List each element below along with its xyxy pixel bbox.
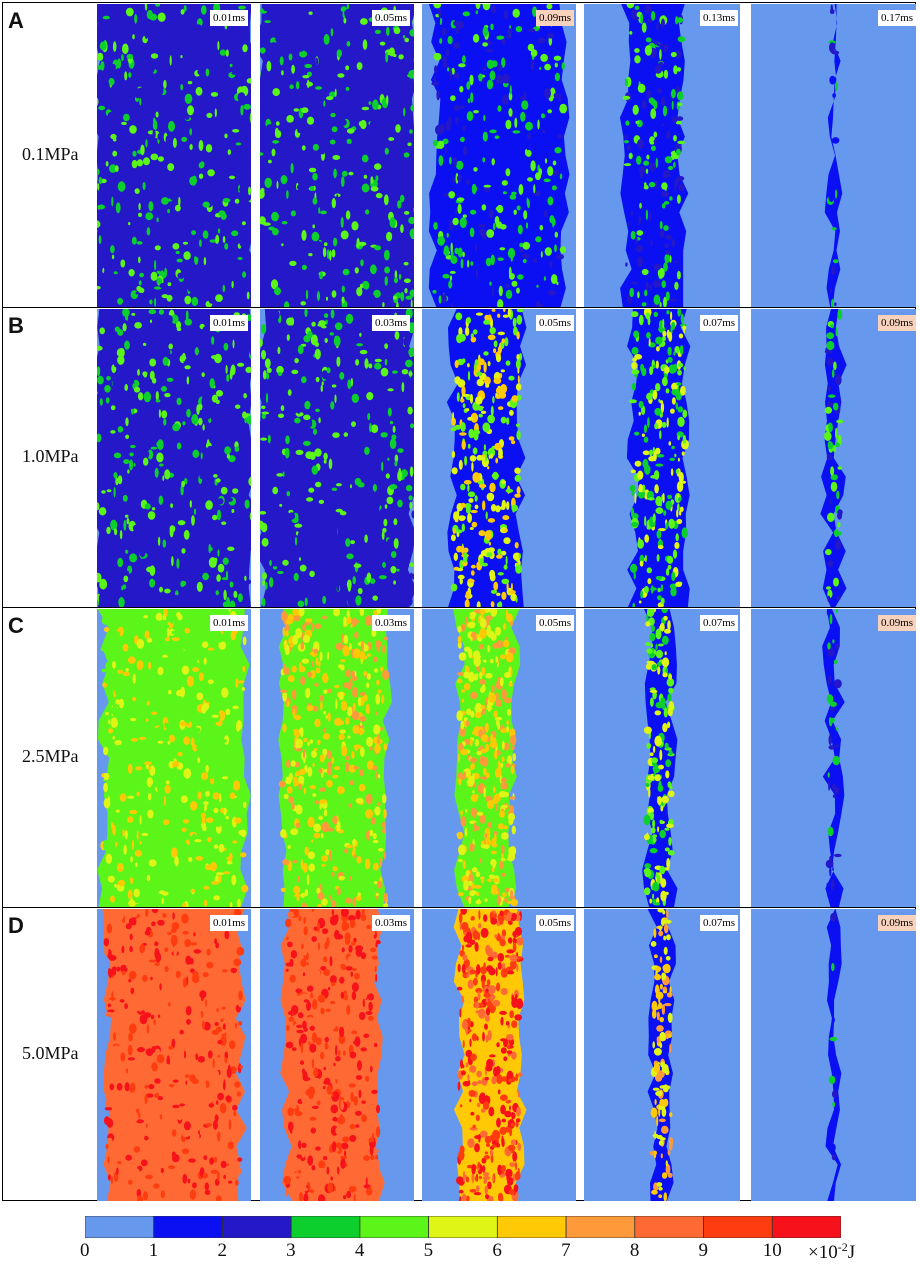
colorbar-tick-label: 4 xyxy=(355,1240,365,1262)
contour-panel xyxy=(422,4,576,307)
time-label: 0.05ms xyxy=(372,10,410,26)
contour-panel xyxy=(260,309,414,607)
contour-field xyxy=(260,4,414,307)
pressure-label: 2.5MPa xyxy=(22,746,79,767)
colorbar-tick-label: 3 xyxy=(286,1240,296,1262)
contour-panel xyxy=(584,4,740,307)
contour-field xyxy=(584,909,740,1201)
colorbar-tick-label: 9 xyxy=(699,1240,709,1262)
colorbar-unit: ×10-2J xyxy=(808,1240,855,1264)
contour-field xyxy=(260,609,414,907)
contour-field xyxy=(97,309,251,607)
contour-panel xyxy=(751,609,916,907)
contour-panel xyxy=(422,609,576,907)
colorbar-cell xyxy=(291,1216,360,1238)
contour-panel xyxy=(97,4,251,307)
contour-panel xyxy=(422,909,576,1201)
colorbar-tick-label: 10 xyxy=(763,1240,782,1262)
time-label: 0.01ms xyxy=(210,315,248,331)
colorbar-cell xyxy=(566,1216,635,1238)
contour-field xyxy=(97,609,251,907)
time-label: 0.13ms xyxy=(700,10,738,26)
row-letter: B xyxy=(8,313,24,339)
contour-field xyxy=(97,4,251,307)
contour-panel xyxy=(584,609,740,907)
contour-field xyxy=(422,309,576,607)
contour-field xyxy=(260,909,414,1201)
contour-panel xyxy=(260,909,414,1201)
contour-field xyxy=(422,4,576,307)
time-label: 0.05ms xyxy=(536,915,574,931)
colorbar-tick-label: 2 xyxy=(217,1240,227,1262)
contour-panel xyxy=(422,309,576,607)
contour-field xyxy=(584,609,740,907)
row-letter: A xyxy=(8,8,24,34)
time-label: 0.05ms xyxy=(536,615,574,631)
time-label: 0.03ms xyxy=(372,315,410,331)
colorbar-cell xyxy=(704,1216,773,1238)
contour-panel xyxy=(584,909,740,1201)
time-label: 0.07ms xyxy=(700,315,738,331)
row-divider xyxy=(2,607,916,608)
colorbar-tick-label: 7 xyxy=(561,1240,571,1262)
row-letter: C xyxy=(8,613,24,639)
colorbar-tick-label: 1 xyxy=(149,1240,159,1262)
contour-field xyxy=(422,909,576,1201)
contour-field xyxy=(751,4,916,307)
colorbar-tick-label: 6 xyxy=(492,1240,502,1262)
colorbar-cell xyxy=(360,1216,429,1238)
contour-field xyxy=(422,609,576,907)
time-label: 0.01ms xyxy=(210,915,248,931)
time-label: 0.05ms xyxy=(536,315,574,331)
colorbar-tick-label: 8 xyxy=(630,1240,640,1262)
colorbar-cell xyxy=(222,1216,291,1238)
contour-panel xyxy=(751,4,916,307)
time-label: 0.09ms xyxy=(536,10,574,26)
contour-field xyxy=(584,4,740,307)
pressure-label: 5.0MPa xyxy=(22,1043,79,1064)
pressure-label: 0.1MPa xyxy=(22,144,79,165)
contour-field xyxy=(97,909,251,1201)
row-divider xyxy=(2,907,916,908)
colorbar-cell xyxy=(497,1216,566,1238)
colorbar-cell xyxy=(772,1216,841,1238)
contour-panel xyxy=(751,309,916,607)
time-label: 0.01ms xyxy=(210,10,248,26)
colorbar-cell xyxy=(635,1216,704,1238)
contour-field xyxy=(751,609,916,907)
contour-field xyxy=(751,909,916,1201)
time-label: 0.07ms xyxy=(700,615,738,631)
time-label: 0.17ms xyxy=(878,10,916,26)
colorbar-cell xyxy=(154,1216,223,1238)
colorbar-tick-label: 0 xyxy=(80,1240,90,1262)
time-label: 0.03ms xyxy=(372,915,410,931)
pressure-label: 1.0MPa xyxy=(22,446,79,467)
time-label: 0.03ms xyxy=(372,615,410,631)
time-label: 0.09ms xyxy=(878,915,916,931)
time-label: 0.01ms xyxy=(210,615,248,631)
time-label: 0.09ms xyxy=(878,315,916,331)
colorbar-cell xyxy=(85,1216,154,1238)
contour-field xyxy=(751,309,916,607)
colorbar-scale xyxy=(85,1216,841,1238)
contour-panel xyxy=(584,309,740,607)
contour-panel xyxy=(97,609,251,907)
contour-panel xyxy=(260,4,414,307)
contour-panel xyxy=(260,609,414,907)
time-label: 0.09ms xyxy=(878,615,916,631)
contour-panel xyxy=(97,909,251,1201)
row-divider xyxy=(2,307,916,308)
contour-field xyxy=(584,309,740,607)
colorbar-tick-label: 5 xyxy=(424,1240,434,1262)
contour-panel xyxy=(751,909,916,1201)
contour-field xyxy=(260,309,414,607)
colorbar-cell xyxy=(429,1216,498,1238)
contour-panel xyxy=(97,309,251,607)
row-letter: D xyxy=(8,913,24,939)
time-label: 0.07ms xyxy=(700,915,738,931)
